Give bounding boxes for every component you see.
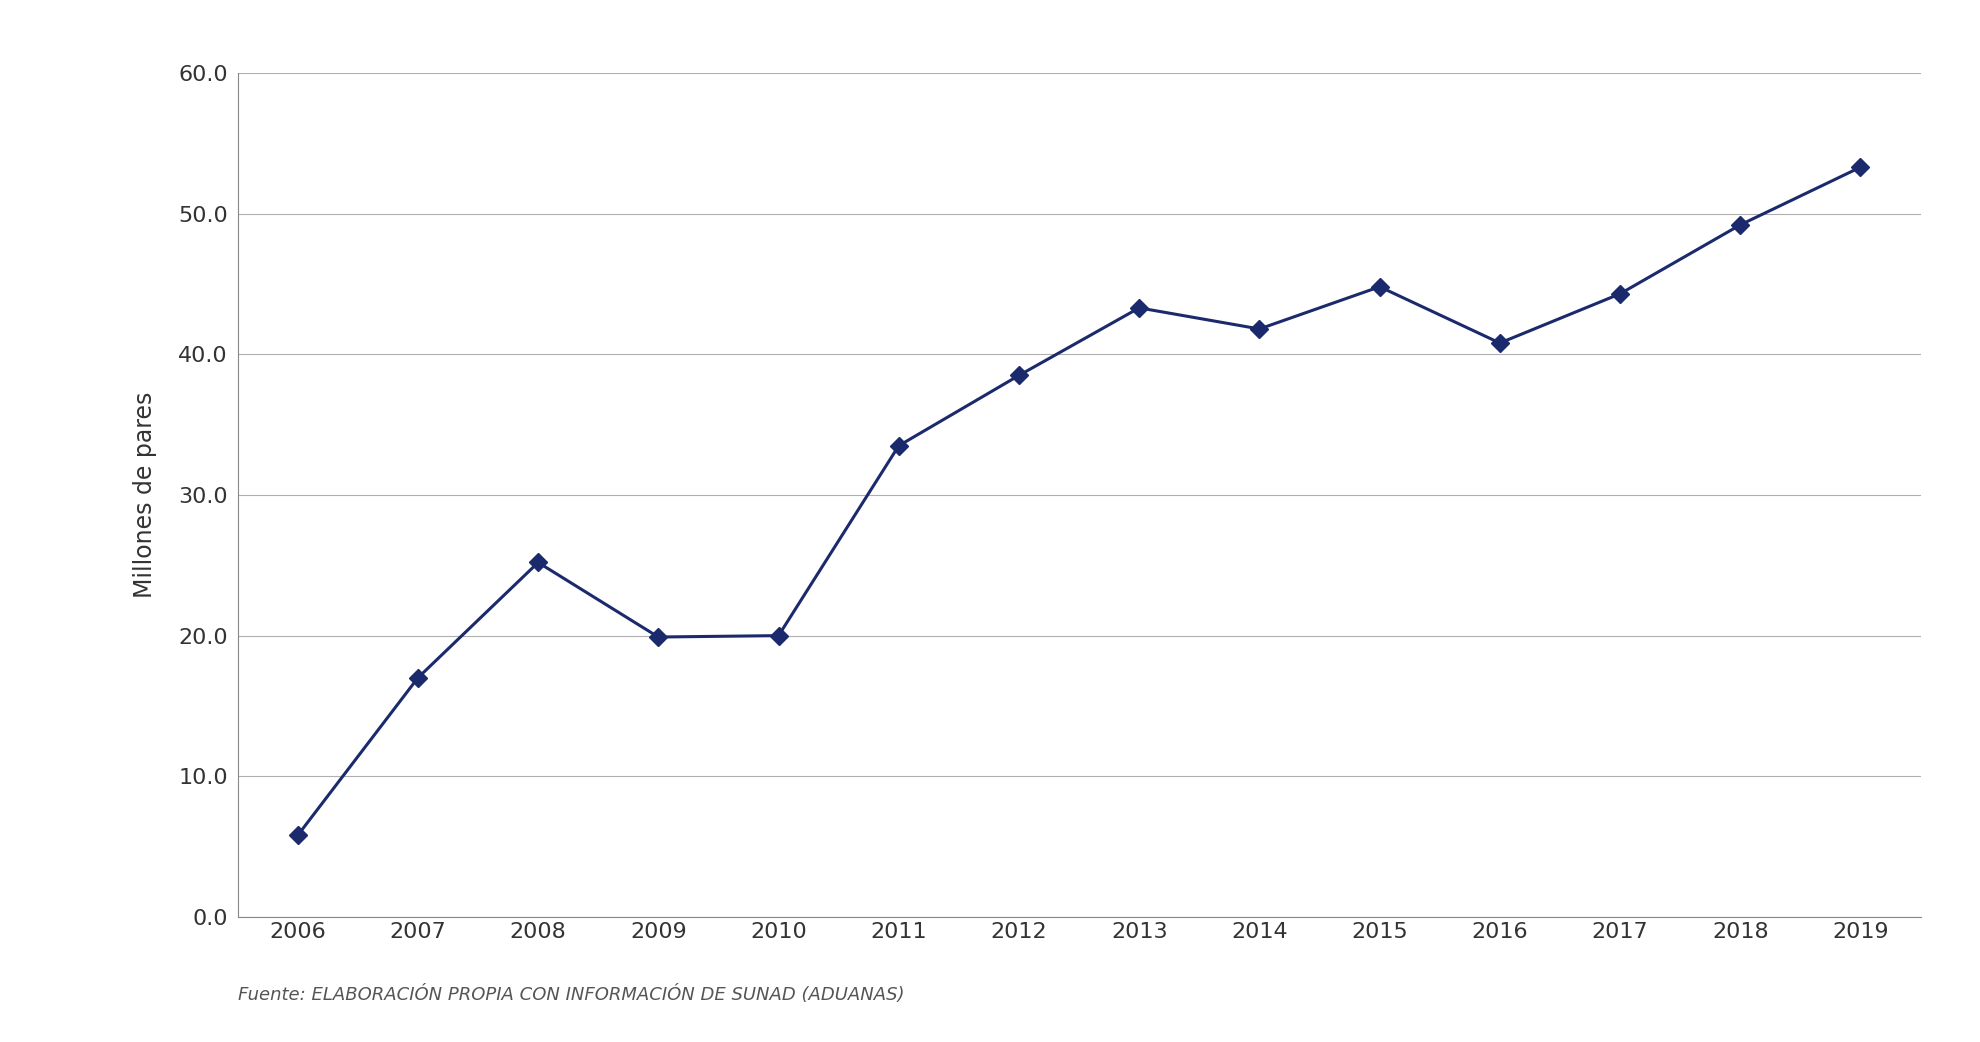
Text: Fuente: ELABORACIÓN PROPIA CON INFORMACIÓN DE SUNAD (ADUANAS): Fuente: ELABORACIÓN PROPIA CON INFORMACI… bbox=[238, 986, 905, 1004]
Y-axis label: Millones de pares: Millones de pares bbox=[133, 392, 156, 598]
